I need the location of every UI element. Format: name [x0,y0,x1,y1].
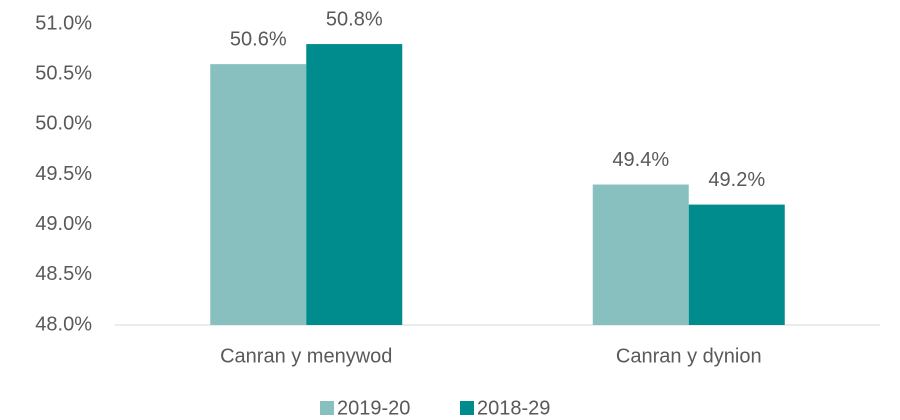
legend-label: 2018-29 [477,397,550,419]
legend-label: 2019-20 [337,397,410,419]
value-label: 50.8% [326,8,383,30]
y-tick-label: 49.0% [35,213,92,235]
y-tick-label: 50.5% [35,62,92,84]
legend-swatch [320,401,334,415]
bar [592,184,689,325]
legend-swatch [460,401,474,415]
value-label: 49.2% [708,169,765,191]
y-tick-label: 48.0% [35,313,92,335]
x-tick-label: Canran y menywod [220,345,392,367]
bar [688,204,785,325]
y-tick-label: 50.0% [35,113,92,135]
y-tick-label: 49.5% [35,163,92,185]
value-label: 50.6% [230,28,287,50]
bar [210,64,307,325]
x-tick-label: Canran y dynion [616,345,762,367]
y-tick-label: 51.0% [35,12,92,34]
value-label: 49.4% [612,149,669,171]
y-tick-label: 48.5% [35,263,92,285]
bar [306,44,403,326]
